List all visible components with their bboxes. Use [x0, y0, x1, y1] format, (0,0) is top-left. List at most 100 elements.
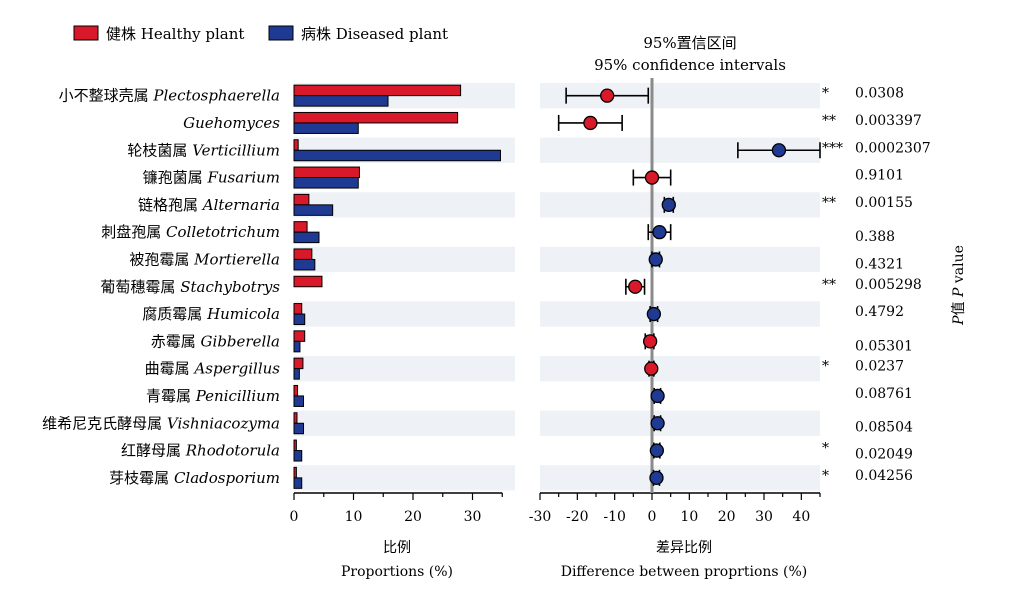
right-tick-label: 40 [792, 509, 810, 525]
difference-point [583, 115, 598, 131]
right-stripe [540, 246, 820, 273]
difference-point [661, 197, 676, 213]
category-label-zh: 腐质霉属 [142, 305, 207, 323]
p-value-label: 0.0002307 [855, 140, 931, 156]
bar-diseased [293, 258, 316, 271]
right-stripe [540, 410, 820, 436]
category-label-latin: Rhodotorula [185, 442, 280, 460]
category-label-latin: Humicola [206, 305, 280, 323]
difference-point [642, 334, 658, 349]
category-label-latin: Plectosphaerella [152, 87, 280, 105]
legend-label-healthy: 健株 Healthy plant [106, 25, 244, 43]
category-label: 曲霉属 Aspergillus [145, 360, 281, 378]
category-label-latin: Colletotrichum [166, 223, 280, 241]
category-label: 赤霉属 Gibberella [151, 332, 280, 350]
p-value-labels: 0.0308 0.003397 0.0002307 0.9101 0.00155 0.38… [855, 86, 931, 484]
bar-diseased [293, 340, 301, 353]
significance-star: * [822, 86, 829, 102]
category-label-latin: Cladosporium [174, 469, 280, 487]
category-label: 芽枝霉属 Cladosporium [109, 469, 280, 487]
difference-point [652, 224, 667, 240]
category-label-latin: Penicillium [195, 387, 280, 405]
left-stripe [294, 356, 515, 382]
category-label-zh: 链格孢属 [138, 196, 203, 214]
right-tick-label: -30 [529, 509, 552, 525]
left-axis-title-en: Proportions (%) [341, 564, 453, 580]
legend-swatch-healthy [73, 25, 99, 41]
right-stripe [540, 192, 820, 218]
left-tick-label: 30 [464, 509, 482, 525]
left-stripe [294, 301, 515, 327]
category-label-latin: Gibberella [201, 332, 280, 350]
left-tick-label: 0 [290, 509, 299, 525]
difference-point [771, 143, 787, 158]
category-label-zh: 镰孢菌属 [143, 169, 208, 187]
p-value-label: 0.005298 [855, 277, 922, 293]
category-labels: 小不整球壳属 Plectosphaerella Guehomyces 轮枝菌属 Ve… [42, 87, 280, 487]
category-label: 链格孢属 Alternaria [138, 196, 280, 214]
significance-star: ** [822, 113, 836, 129]
right-panel-stripes [540, 83, 820, 491]
category-label: 被孢霉属 Mortierella [129, 250, 280, 268]
bar-healthy [293, 439, 297, 452]
category-label-zh: 赤霉属 [151, 332, 201, 350]
bar-healthy [293, 303, 303, 315]
bar-healthy [293, 139, 299, 151]
right-axis-title-en: Difference between proprtions (%) [561, 564, 808, 580]
right-tick-label: 20 [718, 509, 736, 525]
p-value-label: 0.9101 [855, 168, 904, 184]
category-label-latin: Vishniacozyma [167, 414, 280, 432]
category-label: 青霉属 Penicillium [146, 387, 280, 405]
right-stripe [540, 301, 820, 327]
p-value-label: 0.02049 [855, 447, 913, 463]
right-tick-label: 10 [680, 509, 698, 525]
bar-healthy [293, 84, 462, 97]
left-tick-label: 10 [345, 509, 363, 525]
category-label-zh: 维希尼克氏酵母属 [42, 414, 167, 432]
significance-star: * [822, 441, 829, 457]
confidence-interval-marks [557, 87, 821, 486]
p-value-label: 0.00155 [855, 195, 913, 211]
left-panel-stripes [294, 83, 515, 491]
category-label: 轮枝菌属 Verticillium [127, 141, 280, 159]
right-tick-label: -10 [603, 509, 626, 525]
bar-diseased [293, 368, 300, 380]
category-label-zh: 轮枝菌属 [127, 141, 192, 159]
proportion-bars [293, 84, 501, 489]
bar-diseased [293, 149, 501, 162]
category-label: Guehomyces [183, 114, 280, 132]
left-stripe [294, 465, 515, 491]
bar-healthy [293, 357, 304, 370]
category-label: 镰孢菌属 Fusarium [143, 169, 280, 187]
p-value-label: 0.003397 [855, 113, 922, 129]
bar-diseased [293, 313, 306, 326]
bar-healthy [293, 412, 298, 424]
category-label-zh: 小不整球壳属 [59, 87, 154, 105]
right-stripe [540, 356, 820, 382]
bar-healthy [293, 384, 299, 397]
significance-stars: ************* [822, 86, 843, 484]
bar-diseased [293, 177, 359, 189]
difference-point [650, 416, 665, 431]
bar-healthy [293, 466, 297, 479]
right-x-axis: -30 -20 -10 0 10 20 30 40 [529, 492, 821, 525]
difference-point [648, 252, 663, 267]
category-label-latin: Stachybotrys [180, 278, 280, 296]
category-label-zh: 红酵母属 [121, 442, 186, 460]
p-value-label: 0.0308 [855, 86, 904, 102]
p-value-label: 0.05301 [855, 338, 913, 354]
right-tick-label: 30 [755, 509, 773, 525]
bar-healthy [293, 221, 308, 233]
bar-diseased [293, 231, 320, 244]
significance-star: ** [822, 277, 836, 293]
left-stripe [294, 410, 515, 436]
category-label-zh: 青霉属 [146, 387, 196, 405]
p-value-label: 0.0237 [855, 359, 904, 375]
bar-diseased [293, 422, 305, 435]
bar-healthy [293, 193, 310, 206]
legend: 健株 Healthy plant 病株 Diseased plant [73, 25, 448, 43]
difference-point [644, 361, 659, 376]
difference-point [600, 88, 615, 103]
p-value-label: 0.4792 [855, 304, 904, 320]
